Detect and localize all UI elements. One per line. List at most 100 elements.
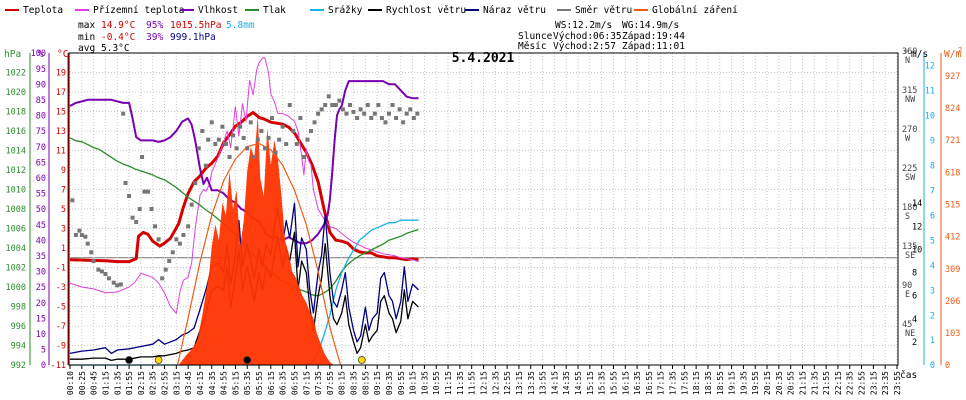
x-tick-label: 09:35 [385, 371, 394, 395]
x-tick-label: 08:55 [361, 371, 370, 395]
unit-ms: m/s [911, 49, 928, 60]
wind-direction-point [280, 124, 285, 129]
wind-direction-point [121, 111, 126, 116]
wind-direction-point [177, 241, 182, 246]
wind-dir-tick-label: 90 [902, 281, 912, 291]
wind-direction-point [358, 107, 363, 112]
x-tick-label: 14:35 [562, 371, 571, 395]
temperature-tick-label: 3 [61, 225, 66, 235]
rain-tick-label: 1 [930, 336, 935, 346]
x-axis: 00:10 00:25 00:45 01:15 01:35 01:55 02:15 02:35… [66, 365, 902, 395]
legend-label: Tlak [263, 5, 286, 16]
wind-ws: WS:12.2m/s [555, 20, 612, 31]
x-tick-label: 11:35 [456, 371, 465, 395]
wind-direction-point [294, 142, 299, 146]
x-tick-label: 20:55 [787, 371, 796, 395]
wind-direction-point [284, 142, 289, 146]
wind-direction-point [316, 111, 321, 116]
wind-direction-point [408, 107, 413, 112]
x-tick-label: 04:35 [208, 371, 217, 395]
wind-direction-point [287, 103, 292, 107]
wind-direction-point [330, 103, 335, 107]
wind-dir-tick-label: 180 [902, 203, 917, 213]
x-tick-label: 10:55 [432, 371, 441, 395]
x-tick-label: 00:45 [90, 371, 99, 395]
legend-label: Náraz větru [483, 5, 546, 16]
wind-direction-point [227, 155, 232, 159]
moon-label: Měsíc [518, 41, 547, 52]
wind-dir-tick-label: 135 [902, 242, 917, 252]
wind-direction-point [77, 228, 82, 233]
legend-label: Globální záření [652, 5, 738, 16]
x-tick-label: 02:15 [137, 371, 146, 395]
x-tick-label: 12:35 [491, 371, 500, 395]
rain-tick-label: 5 [930, 236, 935, 246]
stat-max-temp: 14.9°C [101, 20, 135, 31]
wind-direction-point [189, 202, 194, 207]
temperature-tick-label: 13 [56, 127, 66, 137]
wind-direction-point [142, 189, 147, 194]
temperature-tick-label: -5 [56, 303, 66, 313]
x-tick-label: 08:15 [338, 371, 347, 395]
wind-dir-compass-label: SE [905, 251, 915, 261]
wind-direction-point [163, 267, 168, 272]
moon-rise: Východ:2:57 [553, 41, 616, 52]
series-layer [69, 57, 420, 366]
pressure-tick-label: 1010 [6, 186, 26, 196]
temperature-tick-label: 17 [56, 88, 66, 98]
temperature-tick-label: 7 [61, 186, 66, 196]
wind-direction-point [344, 111, 349, 116]
wind-direction-point [103, 272, 108, 276]
wind-speed-tick-label: 8 [912, 269, 917, 279]
humidity-tick-label: 75 [36, 127, 46, 137]
wind-direction-point [127, 194, 132, 198]
series-p-zemn-teplota [69, 57, 419, 314]
x-tick-label: 22:55 [858, 371, 867, 395]
stat-min-label: min [78, 32, 95, 43]
pressure-tick-label: 998 [11, 303, 26, 313]
wind-dir-compass-label: NE [905, 329, 915, 339]
x-tick-label: 18:55 [716, 371, 725, 395]
pressure-tick-label: 1002 [6, 264, 26, 274]
x-tick-label: 07:15 [302, 371, 311, 395]
pressure-tick-label: 1014 [6, 147, 26, 157]
wind-direction-point [340, 107, 345, 112]
x-tick-label: 03:15 [172, 371, 181, 395]
radiation-tick-label: 103 [945, 329, 960, 339]
wind-direction-point [401, 120, 406, 125]
x-tick-label: 02:55 [161, 371, 170, 395]
wind-speed-tick-label: 4 [912, 315, 917, 325]
wind-direction-point [216, 137, 221, 142]
wind-direction-point [209, 120, 214, 125]
wind-direction-point [234, 146, 239, 151]
wind-direction-point [231, 133, 236, 138]
rain-tick-label: 4 [930, 261, 935, 271]
stats-block: max 14.9°C 95% 1015.5hPa 5.8mm min -0.4°… [78, 20, 255, 54]
wind-direction-point [277, 137, 282, 142]
wind-direction-point [241, 135, 246, 140]
wind-direction-point [326, 94, 331, 99]
x-tick-label: 17:55 [680, 371, 689, 395]
wind-direction-point [70, 198, 75, 203]
x-tick-label: 02:35 [149, 371, 158, 395]
wind-dir-tick-label: 270 [902, 125, 917, 135]
wind-direction-point [397, 107, 402, 112]
wind-direction-point [351, 109, 356, 114]
wind-direction-point [245, 146, 250, 151]
unit-deg: ° [903, 49, 909, 60]
wind-direction-point [111, 280, 116, 285]
wind-dir-compass-label: SW [905, 173, 916, 183]
x-tick-label: 13:35 [527, 371, 536, 395]
sunset-marker [357, 356, 366, 364]
rain-tick-label: 0 [930, 361, 935, 371]
x-tick-label: 12:15 [480, 371, 489, 395]
sun-set: Západ:19:44 [622, 31, 685, 42]
wind-direction-point [85, 241, 90, 246]
pressure-tick-label: 992 [11, 361, 26, 371]
stat-avg-temp: 5.3°C [101, 43, 130, 54]
stat-avg-label: avg [78, 43, 95, 54]
wind-dir-compass-label: W [905, 134, 911, 144]
wind-direction-point [404, 111, 409, 116]
temperature-tick-label: 5 [61, 205, 66, 215]
wind-direction-point [106, 276, 111, 281]
